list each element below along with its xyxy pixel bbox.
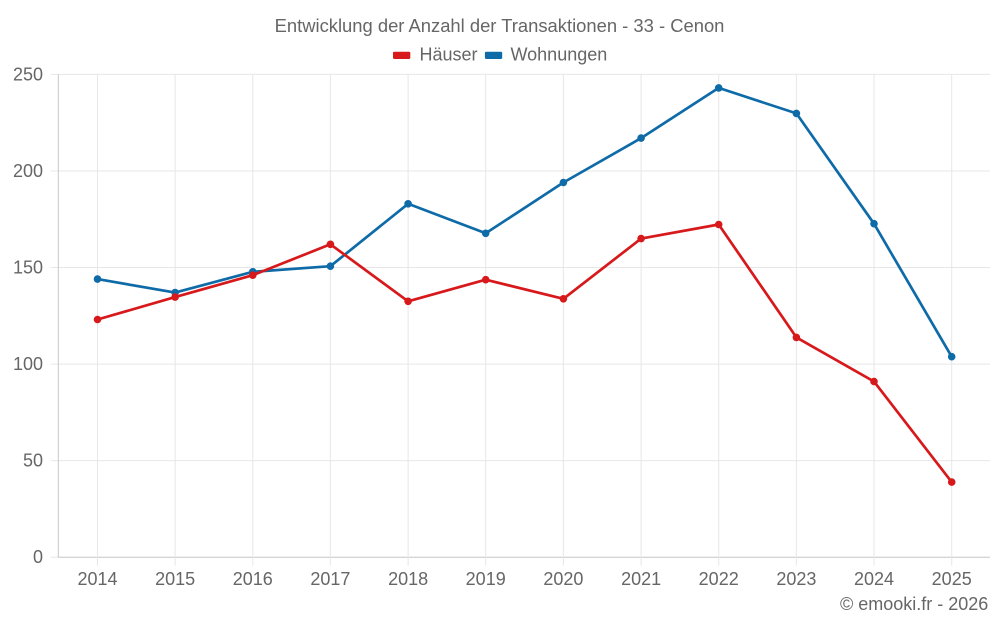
svg-text:2020: 2020 bbox=[543, 569, 583, 589]
svg-text:2017: 2017 bbox=[310, 569, 350, 589]
svg-text:250: 250 bbox=[13, 64, 43, 84]
svg-text:Häuser: Häuser bbox=[420, 45, 478, 65]
svg-text:2021: 2021 bbox=[621, 569, 661, 589]
svg-text:150: 150 bbox=[13, 258, 43, 278]
svg-text:2022: 2022 bbox=[699, 569, 739, 589]
svg-text:200: 200 bbox=[13, 161, 43, 181]
svg-text:Wohnungen: Wohnungen bbox=[511, 45, 608, 65]
svg-text:50: 50 bbox=[23, 451, 43, 471]
svg-text:Entwicklung der Anzahl der Tra: Entwicklung der Anzahl der Transaktionen… bbox=[275, 15, 725, 36]
svg-text:2014: 2014 bbox=[77, 569, 117, 589]
svg-text:2018: 2018 bbox=[388, 569, 428, 589]
svg-text:2016: 2016 bbox=[233, 569, 273, 589]
svg-text:© emooki.fr - 2026: © emooki.fr - 2026 bbox=[840, 594, 988, 614]
svg-text:2025: 2025 bbox=[932, 569, 972, 589]
svg-text:2015: 2015 bbox=[155, 569, 195, 589]
svg-text:0: 0 bbox=[33, 547, 43, 567]
svg-text:2019: 2019 bbox=[466, 569, 506, 589]
svg-text:2023: 2023 bbox=[776, 569, 816, 589]
svg-text:2024: 2024 bbox=[854, 569, 894, 589]
svg-text:100: 100 bbox=[13, 354, 43, 374]
